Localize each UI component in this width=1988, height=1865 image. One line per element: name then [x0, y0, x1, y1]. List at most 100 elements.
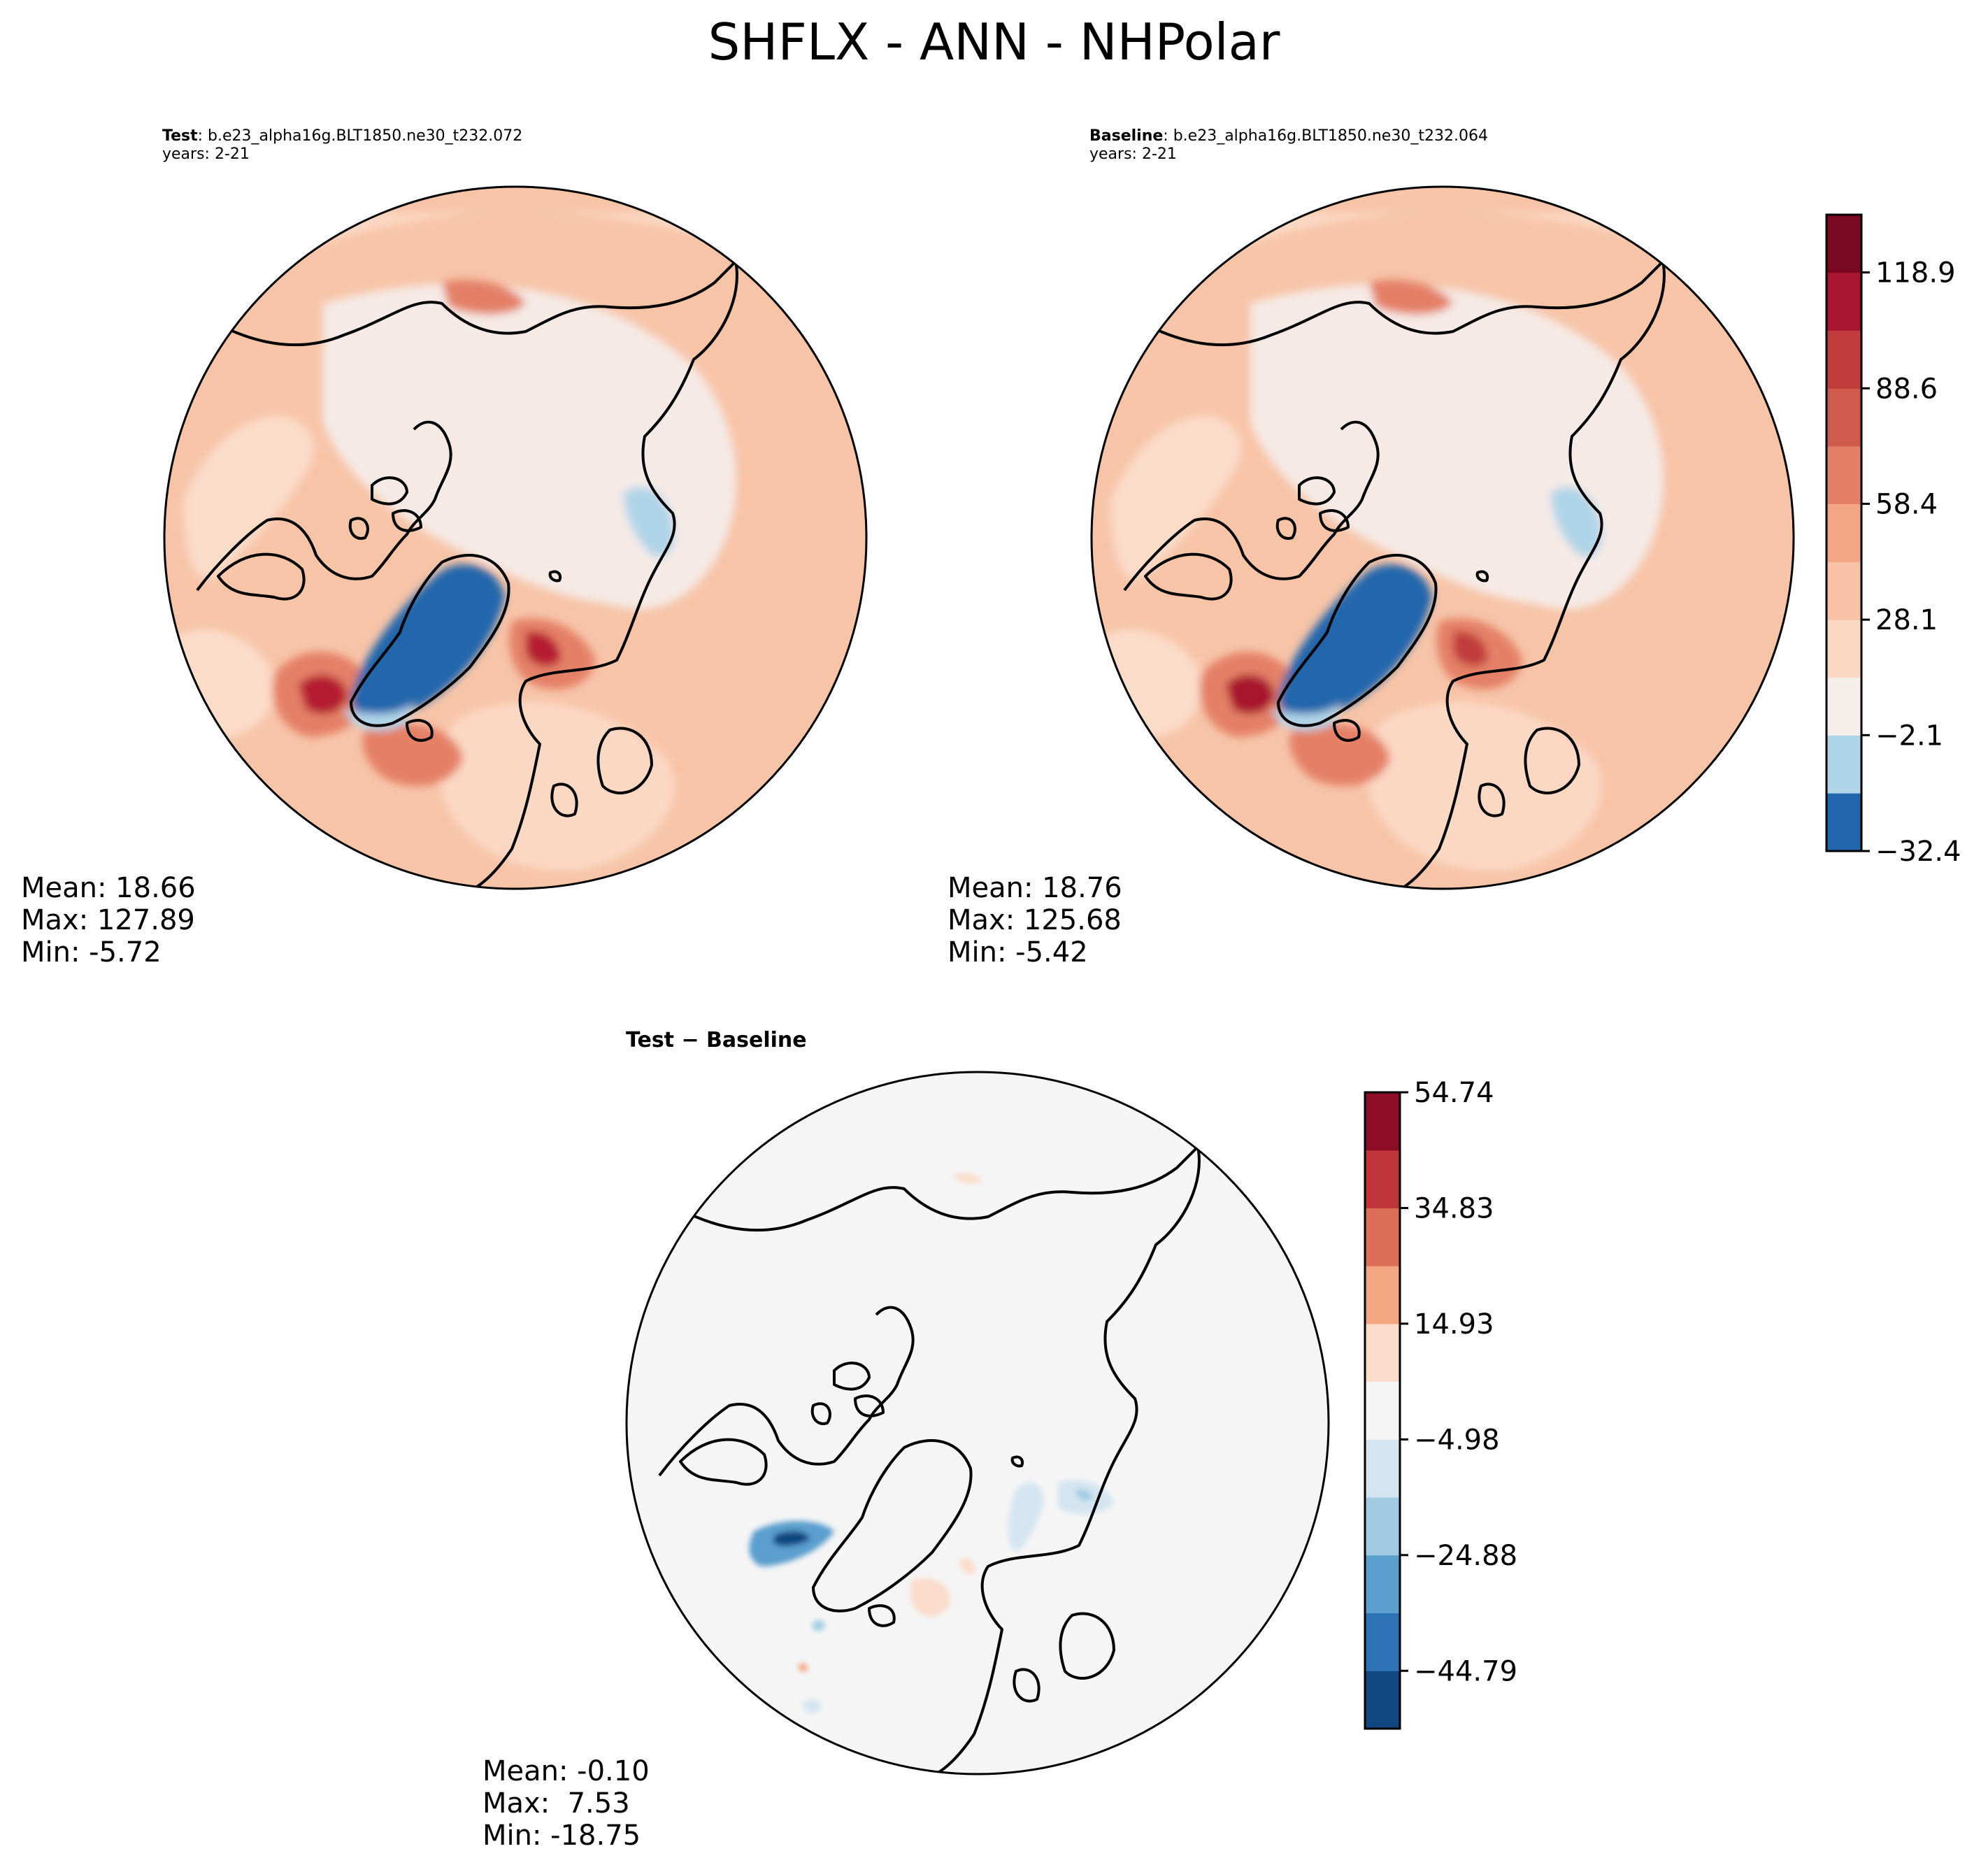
diff-field-low1-core: [773, 1531, 810, 1546]
main-colorbar-band: [1826, 330, 1861, 389]
baseline-field-greenland: [1278, 564, 1432, 718]
diff-colorbar-band: [1365, 1555, 1400, 1614]
test-max: Max: 127.89: [21, 904, 195, 936]
diff-coast-greenland: [812, 1439, 973, 1613]
diff-field-high4: [798, 1663, 808, 1672]
baseline-years: years: 2-21: [1089, 145, 1177, 163]
diff-colorbar-band: [1365, 1497, 1400, 1556]
diff-title: Test − Baseline: [626, 1028, 807, 1052]
diff-map: [625, 1071, 1330, 1775]
baseline-field-high3: [1289, 723, 1390, 786]
test-years: years: 2-21: [162, 145, 250, 163]
test-coast-greenland: [350, 554, 510, 727]
diff-field-low5: [803, 1699, 821, 1714]
diff-coast-svalbard: [1010, 1455, 1024, 1468]
main-colorbar-tick-label: 58.4: [1875, 488, 1938, 520]
baseline-field-high4: [1369, 280, 1453, 315]
baseline-field-low-east: [1551, 487, 1602, 557]
baseline-coast-greenland: [1277, 554, 1438, 727]
baseline-stats: Mean: 18.76 Max: 125.68 Min: -5.42: [947, 872, 1122, 969]
main-colorbar-band: [1826, 620, 1861, 678]
diff-colorbar-tick-label: 54.74: [1414, 1077, 1494, 1109]
baseline-field-high1-core: [1226, 674, 1275, 715]
diff-coast-archipelago: [810, 1362, 885, 1425]
test-coast-north-america: [196, 420, 452, 592]
main-colorbar-band: [1826, 503, 1861, 562]
diff-colorbar-band: [1365, 1671, 1400, 1729]
diff-colorbar-tick-label: 34.83: [1414, 1192, 1494, 1224]
baseline-coast-eurasia: [1145, 260, 1666, 889]
main-colorbar: −32.4 −2.1 28.1 58.4 88.6 118.9: [1825, 213, 1961, 868]
baseline-case: : b.e23_alpha16g.BLT1850.ne30_t232.064: [1163, 127, 1488, 145]
diff-colorbar-tick-label: −44.79: [1414, 1655, 1517, 1687]
diff-coast-iceland: [868, 1604, 896, 1627]
diff-field-high2: [959, 1558, 975, 1575]
baseline-coast-iceland: [1333, 719, 1361, 742]
test-field-ring: [190, 213, 841, 296]
diff-colorbar-band: [1365, 1150, 1400, 1208]
main-colorbar-tick-label: 28.1: [1875, 604, 1938, 636]
baseline-coast-europe: [1478, 727, 1580, 817]
diff-colorbar-band: [1365, 1381, 1400, 1440]
test-coast-iceland: [406, 719, 434, 742]
main-colorbar-tick-label: 88.6: [1875, 373, 1938, 405]
test-field-low-east: [624, 487, 675, 557]
diff-field-low3-core: [1075, 1489, 1092, 1501]
baseline-field-nw: [1110, 415, 1241, 580]
test-field-high4: [442, 280, 526, 315]
baseline-subtitle: Baseline: b.e23_alpha16g.BLT1850.ne30_t2…: [1089, 127, 1488, 164]
test-coast-europe: [550, 727, 653, 817]
main-colorbar-band: [1826, 445, 1861, 504]
baseline-map: [1090, 185, 1795, 890]
baseline-coast-archipelago: [1275, 476, 1350, 540]
main-colorbar-tick-label: 118.9: [1875, 257, 1956, 290]
diff-colorbar-band: [1365, 1092, 1400, 1151]
baseline-min: Min: -5.42: [947, 936, 1088, 969]
diff-colorbar-band: [1365, 1439, 1400, 1498]
main-colorbar-band: [1826, 735, 1861, 794]
test-field-high2-core: [526, 631, 561, 666]
test-coast-hudson: [217, 552, 306, 601]
diff-colorbar-band: [1365, 1208, 1400, 1266]
diff-min: Min: -18.75: [482, 1820, 641, 1852]
baseline-coast-svalbard: [1475, 570, 1489, 583]
baseline-label: Baseline: [1089, 127, 1164, 145]
test-field-s: [439, 702, 675, 871]
diff-colorbar-band: [1365, 1323, 1400, 1382]
diff-colorbar-frame: [1364, 1091, 1401, 1730]
diff-colorbar-band: [1365, 1613, 1400, 1671]
diff-field-high3: [953, 1173, 981, 1184]
figure-title: SHFLX - ANN - NHPolar: [708, 13, 1280, 71]
test-coast-archipelago: [348, 476, 422, 540]
baseline-field-high2-core: [1453, 631, 1488, 666]
main-colorbar-band: [1826, 677, 1861, 736]
main-colorbar-band: [1826, 793, 1861, 852]
test-field-high3: [362, 723, 463, 786]
test-field-nw: [183, 415, 314, 580]
test-map: [163, 185, 868, 890]
baseline-mean: Mean: 18.76: [947, 872, 1122, 904]
diff-mean: Mean: -0.10: [482, 1755, 650, 1787]
main-colorbar-band: [1826, 272, 1861, 331]
test-mean: Mean: 18.66: [21, 872, 196, 904]
test-min: Min: -5.72: [21, 936, 162, 969]
diff-coast-north-america: [658, 1306, 915, 1477]
diff-colorbar: −44.79 −24.88 −4.98 14.93 34.83 54.74: [1364, 1077, 1517, 1730]
main-colorbar-band: [1826, 388, 1861, 447]
test-subtitle: Test: b.e23_alpha16g.BLT1850.ne30_t232.0…: [162, 127, 522, 164]
test-case: : b.e23_alpha16g.BLT1850.ne30_t232.072: [197, 127, 523, 145]
baseline-field-s: [1366, 702, 1602, 871]
diff-coast-hudson: [679, 1438, 768, 1486]
diff-colorbar-tick-label: −4.98: [1414, 1424, 1500, 1456]
baseline-field-ring: [1117, 213, 1768, 296]
test-stats: Mean: 18.66 Max: 127.89 Min: -5.72: [21, 872, 196, 969]
diff-base-field: [627, 1072, 1329, 1774]
main-colorbar-tick-label: −2.1: [1875, 720, 1943, 752]
test-label: Test: [162, 127, 198, 145]
baseline-max: Max: 125.68: [947, 904, 1122, 936]
diff-colorbar-tick-label: −24.88: [1414, 1540, 1517, 1572]
diff-max: Max: 7.53: [482, 1787, 630, 1820]
diff-coast-europe: [1013, 1612, 1115, 1703]
main-colorbar-tick-label: −32.4: [1875, 836, 1961, 868]
diff-stats: Mean: -0.10 Max: 7.53 Min: -18.75: [482, 1755, 650, 1852]
